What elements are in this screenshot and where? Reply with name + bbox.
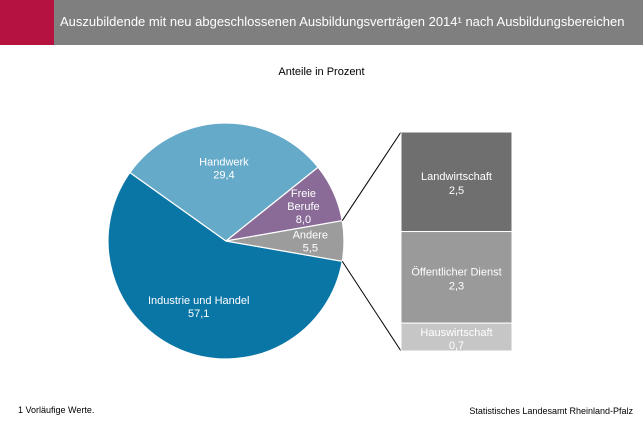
bar-label-hauswirtschaft: Hauswirtschaft (420, 327, 492, 339)
pie-slice-andere (225, 220, 345, 262)
header-accent-block (0, 0, 54, 45)
connector-line-top (341, 131, 402, 221)
bar-label-landwirtschaft: Landwirtschaft (421, 171, 492, 183)
bar-value-hauswirtschaft: 0,7 (449, 340, 464, 352)
footnote: 1 Vorläufige Werte. (18, 405, 95, 415)
pie-label-industrie-und-handel: Industrie und Handel (148, 295, 250, 307)
chart-title: Auszubildende mit neu abgeschlossenen Au… (60, 14, 625, 29)
bar-segment-ffentlicher-dienst (400, 231, 513, 324)
pie-value-industrie-und-handel: 57,1 (188, 308, 209, 320)
header-bar: Auszubildende mit neu abgeschlossenen Au… (0, 0, 643, 45)
bar-value-landwirtschaft: 2,5 (449, 185, 464, 197)
pie-label-freie-berufe: Freie (291, 188, 316, 200)
chart-subtitle: Anteile in Prozent (278, 66, 365, 78)
source-note: Statistisches Landesamt Rheinland-Pfalz (469, 406, 633, 416)
connector-line-bottom (341, 261, 402, 352)
pie-label-andere: Andere (293, 230, 328, 242)
bar-segment-hauswirtschaft (400, 322, 513, 352)
pie-label-handwerk: Handwerk (199, 156, 249, 168)
pie-slice-handwerk (129, 122, 319, 242)
connector-lines (341, 131, 402, 352)
bar-value-ffentlicher-dienst: 2,3 (449, 280, 464, 292)
bar-segment-landwirtschaft (400, 131, 513, 233)
pie-value-handwerk: 29,4 (213, 169, 234, 181)
stacked-bar: Landwirtschaft 2,5 Öffentlicher Dienst 2,3 H… (400, 131, 513, 352)
pie-slice-industrie-und-handel (107, 171, 343, 360)
pie-value-freie-berufe: 8,0 (296, 214, 311, 226)
bar-label-ffentlicher-dienst: Öffentlicher Dienst (411, 266, 501, 278)
pie-value-andere: 5,5 (303, 243, 318, 255)
pie-label-freie-berufe: Berufe (287, 201, 319, 213)
